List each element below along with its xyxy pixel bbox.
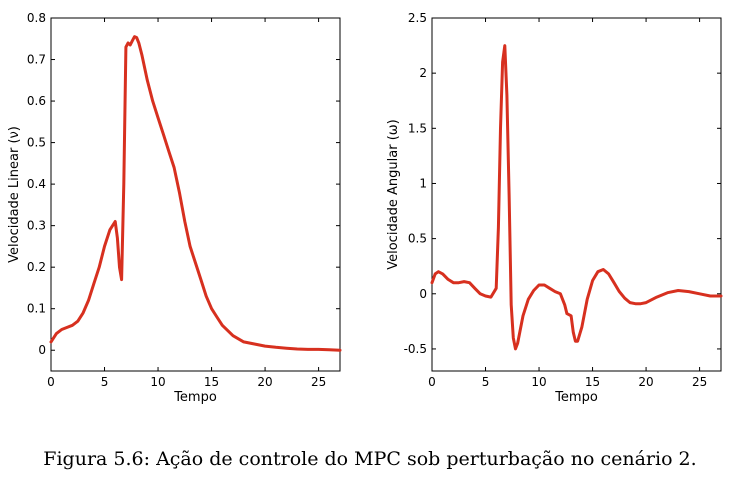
y-tick-label: 2 (419, 66, 427, 80)
y-tick-label: 0.1 (27, 302, 46, 316)
x-tick-label: 5 (482, 375, 490, 389)
y-axis-label: Velocidade Linear (ν) (7, 126, 22, 263)
y-tick-label: 0.7 (27, 53, 46, 67)
axes-frame (431, 17, 722, 372)
series-line (430, 44, 723, 351)
y-tick-label: 0.5 (27, 136, 46, 150)
y-tick-label: 0.3 (27, 219, 46, 233)
x-tick-label: 20 (638, 375, 653, 389)
figure-caption: Figura 5.6: Ação de controle do MPC sob … (43, 448, 697, 470)
y-tick-label: 0 (419, 287, 427, 301)
x-axis-label: Tempo (173, 390, 217, 405)
y-tick-label: 0 (38, 343, 46, 357)
y-tick-label: 0.8 (27, 11, 46, 25)
linear-velocity-plot: 0 5 10 15 20 25 0 0.1 0.2 0.3 0.4 0.5 0.6 0.7 0.8 Tempo… (7, 11, 342, 405)
axes-frame (50, 17, 341, 372)
x-tick-label: 15 (204, 375, 219, 389)
y-tick-label: 0.6 (27, 94, 46, 108)
y-tick-label: 0.5 (408, 232, 427, 246)
y-tick-label: 0.2 (27, 260, 46, 274)
x-tick-label: 15 (585, 375, 600, 389)
x-axis-label: Tempo (554, 390, 598, 405)
x-tick-label: 25 (311, 375, 326, 389)
x-tick-label: 10 (531, 375, 546, 389)
x-tick-label: 0 (47, 375, 55, 389)
x-tick-label: 5 (101, 375, 109, 389)
x-tick-label: 25 (692, 375, 707, 389)
x-tick-label: 20 (257, 375, 272, 389)
x-tick-label: 0 (428, 375, 436, 389)
y-tick-label: 1 (419, 176, 427, 190)
angular-velocity-plot: 0 5 10 15 20 25 -0.5 0 0.5 1 1.5 2 2.5 Tempo Velocidad… (386, 11, 723, 405)
y-tick-label: -0.5 (404, 342, 427, 356)
y-tick-label: 1.5 (408, 121, 427, 135)
y-axis-label: Velocidade Angular (ω) (386, 119, 401, 270)
y-tick-label: 2.5 (408, 11, 427, 25)
series-line (49, 35, 342, 352)
y-tick-label: 0.4 (27, 177, 46, 191)
x-tick-label: 10 (150, 375, 165, 389)
